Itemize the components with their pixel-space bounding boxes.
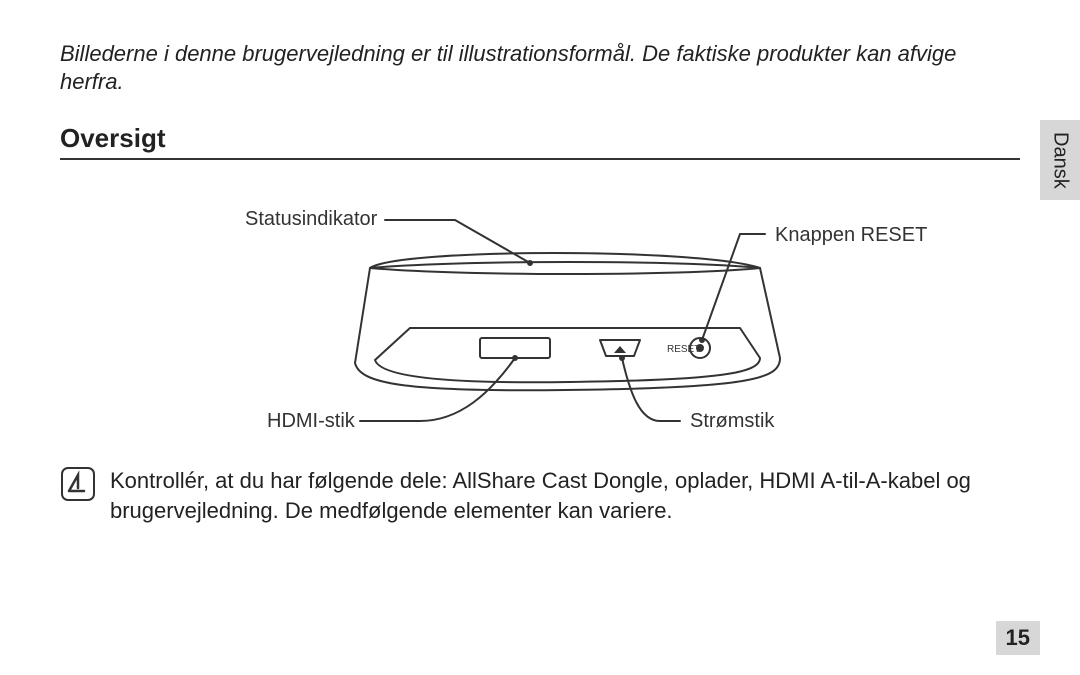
intro-paragraph: Billederne i denne brugervejledning er t… (60, 40, 990, 95)
language-tab: Dansk (1040, 120, 1080, 200)
section-title: Oversigt (60, 123, 1020, 154)
language-tab-label: Dansk (1049, 132, 1072, 189)
device-diagram: RESET Statusindikator Knappen RESET HDMI… (60, 178, 1020, 448)
callout-hdmi-port: HDMI-stik (267, 410, 355, 433)
device-svg: RESET (60, 178, 1020, 448)
page-number: 15 (996, 621, 1040, 655)
manual-page: Billederne i denne brugervejledning er t… (0, 0, 1080, 675)
callout-status-indicator: Statusindikator (245, 208, 377, 231)
reset-label-on-device: RESET (667, 344, 700, 355)
callout-power-port: Strømstik (690, 410, 774, 433)
note-text: Kontrollér, at du har følgende dele: All… (110, 466, 1020, 525)
callout-reset-button: Knappen RESET (775, 224, 927, 247)
note-icon (60, 466, 96, 502)
section-rule (60, 158, 1020, 160)
note-row: Kontrollér, at du har følgende dele: All… (60, 466, 1020, 525)
